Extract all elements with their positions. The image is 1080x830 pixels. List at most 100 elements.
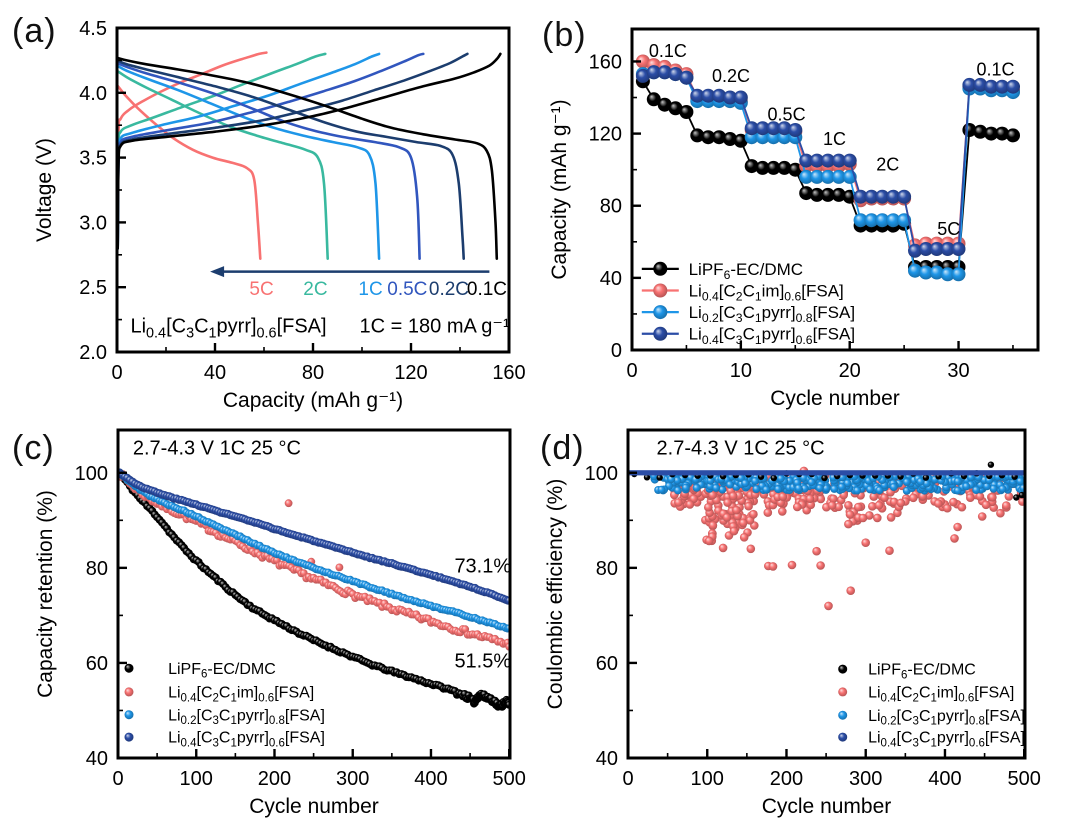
- series-discharge-1C: [116, 64, 381, 260]
- plot-area-a: [116, 51, 502, 260]
- series-pyrr08: [117, 468, 511, 633]
- tick-labels: 0 100 200 300 400 500 40 60 80 100: [75, 463, 526, 790]
- y-tick-label: 100: [585, 463, 618, 485]
- panel-d: (d) 0 100 200 300 400 500 40 60 80 100 Cycle numbe…: [540, 415, 1080, 830]
- x-tick-label: 30: [947, 360, 969, 382]
- legend-label: Li0.4[C3C1pyrr]0.6[FSA]: [868, 730, 1025, 750]
- y-tick-label: 0: [611, 340, 622, 362]
- axis-ticks: [115, 26, 511, 354]
- x-axis-title: Capacity (mAh g⁻¹): [223, 389, 403, 412]
- annotation: 1C: [823, 129, 846, 149]
- annotation: 1C: [358, 279, 382, 300]
- legend-item-pyrr06: Li0.4[C3C1pyrr]0.6[FSA]: [124, 730, 325, 750]
- y-tick-label: 160: [589, 51, 622, 73]
- legend-item-pyrr06: Li0.4[C3C1pyrr]0.6[FSA]: [641, 325, 855, 347]
- series-charge-1C: [116, 52, 381, 250]
- legend-label: LiPF6-EC/DMC: [868, 662, 976, 682]
- x-tick-label: 0: [111, 362, 122, 384]
- legend-item-lipf6: LiPF6-EC/DMC: [641, 260, 803, 282]
- series-charge-5C: [116, 51, 268, 250]
- series-pyrr06: [635, 65, 1020, 258]
- plot-d-coulombic-efficiency: 0 100 200 300 400 500 40 60 80 100 Cycle number Cou…: [544, 428, 1041, 818]
- x-tick-label: 200: [770, 768, 803, 790]
- annotation: 5C: [937, 219, 960, 239]
- y-tick-label: 80: [596, 558, 618, 580]
- legend-b: LiPF6-EC/DMCLi0.4[C2C1im]0.6[FSA]Li0.2[C…: [641, 260, 855, 347]
- plot-b-rate-capability: 0 10 20 30 0 40 80 120 160 Cycle number Capacity (…: [548, 27, 1040, 410]
- panel-letter-c: (c): [12, 429, 55, 467]
- x-tick-label: 20: [839, 360, 861, 382]
- legend-label: Li0.4[C3C1pyrr]0.6[FSA]: [168, 730, 325, 750]
- annotation: 51.5%: [454, 651, 511, 673]
- x-tick-label: 300: [336, 768, 369, 790]
- annotation: 2C: [876, 155, 899, 175]
- y-tick-label: 80: [86, 558, 108, 580]
- legend-label: Li0.4[C2C1im]0.6[FSA]: [689, 281, 844, 303]
- x-tick-label: 500: [1008, 768, 1041, 790]
- panel-letter-b: (b): [542, 16, 587, 54]
- x-tick-label: 0: [626, 360, 637, 382]
- legend-item-pyrr06: Li0.4[C3C1pyrr]0.6[FSA]: [838, 730, 1025, 750]
- legend-label: Li0.2[C3C1pyrr]0.8[FSA]: [168, 707, 325, 727]
- legend-item-lipf6: LiPF6-EC/DMC: [838, 662, 976, 682]
- x-tick-label: 120: [394, 362, 427, 384]
- y-tick-label: 4.5: [79, 18, 107, 40]
- tick-labels: 0 100 200 300 400 500 40 60 80 100: [585, 463, 1041, 790]
- series-charge-0.5C: [116, 52, 425, 250]
- x-tick-label: 0: [622, 768, 633, 790]
- legend-label: Li0.2[C3C1pyrr]0.8[FSA]: [868, 708, 1025, 728]
- x-axis-title: Cycle number: [762, 795, 892, 818]
- y-tick-label: 3.0: [79, 212, 107, 234]
- annotation: Li0.4[C3C1pyrr]0.6[FSA]: [130, 316, 326, 342]
- annotation: 1C = 180 mA g⁻¹: [360, 316, 510, 338]
- x-tick-label: 160: [492, 362, 525, 384]
- x-tick-label: 100: [180, 768, 213, 790]
- legend-item-lipf6: LiPF6-EC/DMC: [124, 661, 276, 681]
- annotation: 0.2C: [429, 279, 469, 300]
- legend-item-pyrr08: Li0.2[C3C1pyrr]0.8[FSA]: [124, 707, 325, 727]
- plot-a-voltage-capacity: 0 40 80 120 160 2.0 2.5 3.0 3.5 4.0 4.5 Capacity (m…: [33, 18, 526, 412]
- panel-letter-a: (a): [12, 12, 57, 50]
- legend-label: LiPF6-EC/DMC: [689, 260, 803, 282]
- y-tick-label: 40: [596, 748, 618, 770]
- annotation: 2C: [303, 279, 327, 300]
- plot-area-c: [117, 468, 511, 711]
- legend-item-im-fsa: Li0.4[C2C1im]0.6[FSA]: [124, 685, 314, 704]
- series-discharge-2C: [116, 69, 329, 260]
- y-axis-title: Capacity (mAh g⁻¹): [548, 99, 571, 279]
- annotation: 0.1C: [649, 41, 687, 61]
- x-tick-label: 400: [414, 768, 447, 790]
- series-charge-0.2C: [116, 52, 469, 250]
- annotation: 5C: [249, 279, 273, 300]
- annotation: 0.5C: [768, 104, 806, 124]
- y-tick-label: 120: [589, 124, 622, 146]
- y-tick-label: 3.5: [79, 148, 107, 170]
- x-tick-label: 10: [730, 360, 752, 382]
- y-axis-title: Capacity retention (%): [34, 490, 57, 698]
- y-tick-label: 2.5: [79, 277, 107, 299]
- legend-item-pyrr08: Li0.2[C3C1pyrr]0.8[FSA]: [641, 303, 855, 325]
- x-tick-label: 300: [849, 768, 882, 790]
- axes-frame: [630, 27, 1040, 352]
- x-axis-title: Cycle number: [770, 387, 900, 410]
- panel-b: (b) 0 10 20 30 0 40 80 120 160 Cycle number Capaci…: [540, 0, 1080, 415]
- tick-labels: 0 10 20 30 0 40 80 120 160: [589, 51, 970, 382]
- x-tick-label: 200: [258, 768, 291, 790]
- x-tick-label: 40: [204, 362, 226, 384]
- annotation: 2.7-4.3 V 1C 25 °C: [657, 438, 825, 460]
- series-pyrr08: [650, 472, 1026, 495]
- y-tick-label: 2.0: [79, 342, 107, 364]
- panel-c: (c) 0 100 200 300 400 500 40 60 80 100 Cycle numbe…: [0, 415, 540, 830]
- series-charge-2C: [116, 52, 327, 250]
- annotation: 0.1C: [977, 60, 1015, 80]
- legend-label: Li0.4[C2C1im]0.6[FSA]: [868, 685, 1014, 705]
- y-axis-title: Voltage (V): [33, 138, 56, 242]
- tick-labels: 0 40 80 120 160 2.0 2.5 3.0 3.5 4.0 4.5: [79, 18, 526, 384]
- series-pyrr06: [117, 468, 511, 605]
- annotation: 0.5C: [387, 279, 427, 300]
- x-tick-label: 80: [302, 362, 324, 384]
- annotation: 73.1%: [454, 556, 511, 578]
- panel-a: (a) 0 40 80 120 160 2.0 2.5 3.0 3.5 4.0 4.5 Capacit…: [0, 0, 540, 415]
- legend-item-im-fsa: Li0.4[C2C1im]0.6[FSA]: [641, 281, 844, 304]
- plot-area-b: [635, 54, 1020, 282]
